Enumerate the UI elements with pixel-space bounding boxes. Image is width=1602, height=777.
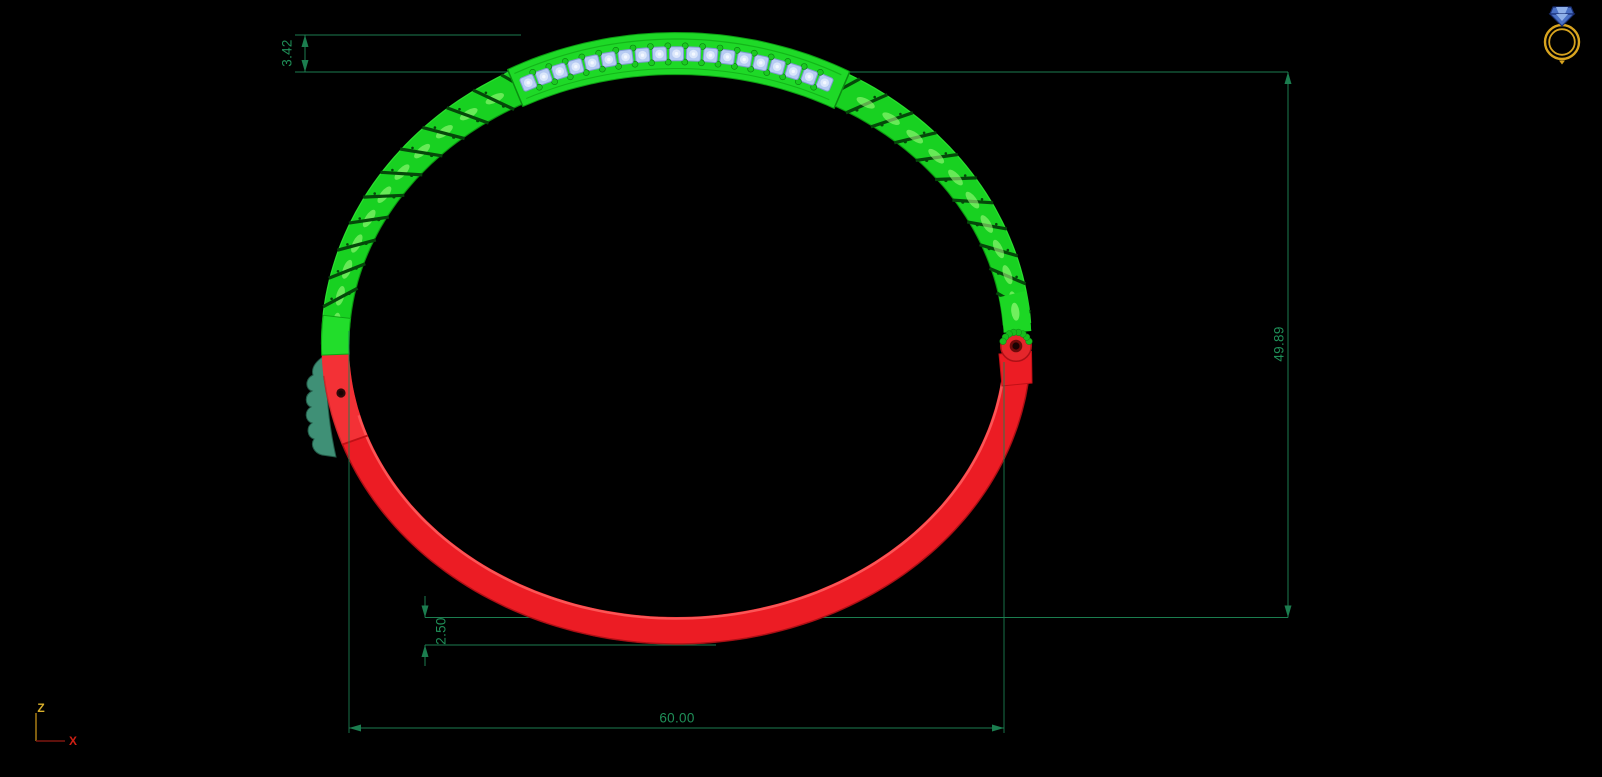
prong-ball <box>681 58 689 66</box>
prong-ball <box>816 69 824 76</box>
prong-ball <box>664 42 672 50</box>
rope-texture-left <box>322 73 543 333</box>
logo-ring-inner <box>1548 28 1576 56</box>
prong-ball <box>800 63 808 70</box>
axis-x-label: X <box>68 734 78 748</box>
prong-ball <box>647 43 654 50</box>
hinge-pin-hole <box>1012 342 1020 350</box>
prong-ball <box>664 58 672 66</box>
prong-ball <box>566 73 574 81</box>
prong-ball <box>631 60 639 68</box>
dimension-label-head-thickness: 3.42 <box>279 39 295 67</box>
prong-ball <box>747 65 755 73</box>
clasp-tongue <box>321 351 368 445</box>
prong-ball <box>582 69 590 76</box>
hinge-tooth <box>999 337 1007 345</box>
band-bottom <box>321 351 1032 645</box>
prong-ball <box>731 63 738 70</box>
axis-z-label: Z <box>37 701 45 715</box>
rope-texture-right <box>818 77 1032 338</box>
band-top <box>321 35 1032 355</box>
dimension-annotations <box>301 35 1292 733</box>
logo-diamond <box>1548 6 1576 27</box>
prong-ball <box>714 60 722 68</box>
prong-ball <box>615 63 622 70</box>
band-left-cap <box>321 314 352 356</box>
gem-row <box>519 42 834 92</box>
dimension-label-band-thickness: 2.50 <box>433 617 449 645</box>
axis-triad <box>35 713 65 742</box>
prong-ball <box>750 49 758 57</box>
prong-ball <box>598 65 606 73</box>
prong-ball <box>648 59 655 67</box>
hinge <box>999 328 1033 363</box>
dimension-label-inner-height: 49.89 <box>1271 326 1287 362</box>
prong-ball <box>716 44 724 52</box>
brand-ring-diamond-logo <box>1543 6 1581 65</box>
prong-ball <box>698 59 705 67</box>
dimension-label-inner-width: 60.00 <box>659 710 695 726</box>
clasp-spring <box>305 355 337 458</box>
bangle-model <box>305 31 1033 645</box>
prong-ball <box>681 42 689 50</box>
prong-ball <box>733 46 741 54</box>
prong-ball <box>699 43 706 50</box>
prong-ball <box>767 53 775 61</box>
